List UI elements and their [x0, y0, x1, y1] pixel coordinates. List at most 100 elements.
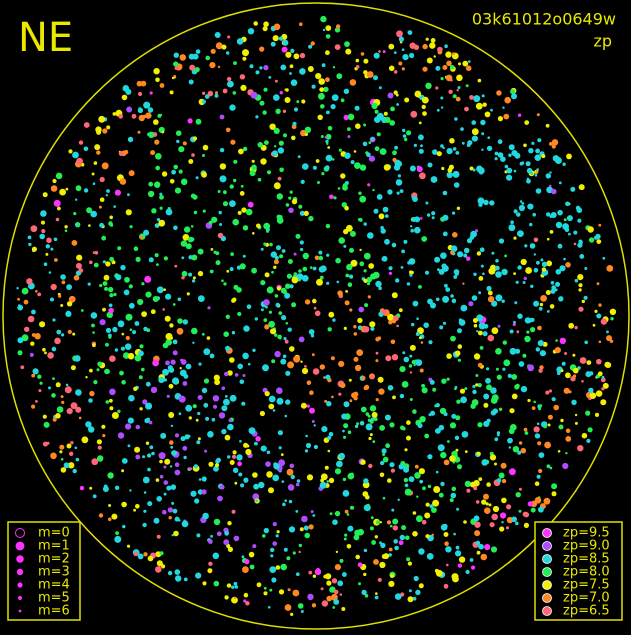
star	[546, 464, 551, 469]
star	[219, 223, 223, 226]
star	[466, 488, 471, 493]
star	[284, 292, 291, 299]
star	[259, 46, 265, 52]
star	[66, 284, 72, 290]
star	[419, 368, 424, 373]
star	[284, 88, 287, 91]
star	[137, 298, 144, 306]
star	[17, 337, 24, 344]
star	[108, 307, 114, 314]
star	[525, 267, 532, 274]
star	[139, 235, 144, 240]
star	[530, 327, 536, 333]
star	[408, 589, 412, 593]
star	[370, 326, 375, 331]
star	[537, 340, 544, 347]
star	[245, 601, 250, 606]
star	[257, 142, 264, 148]
star	[342, 572, 347, 577]
star	[247, 28, 255, 35]
star	[243, 599, 247, 603]
star	[396, 103, 399, 106]
star	[120, 264, 126, 271]
star	[368, 263, 375, 269]
star	[360, 459, 366, 465]
star	[359, 420, 365, 426]
star	[289, 463, 295, 469]
star	[78, 268, 84, 273]
star	[429, 42, 436, 49]
star	[465, 65, 472, 71]
star	[174, 462, 180, 468]
star	[53, 199, 61, 207]
star	[119, 370, 124, 376]
star	[308, 44, 313, 49]
star	[239, 263, 246, 270]
star	[263, 591, 268, 596]
star	[306, 380, 312, 386]
star	[63, 462, 70, 469]
star	[172, 377, 179, 385]
star	[278, 589, 285, 595]
star	[379, 425, 385, 431]
star	[466, 238, 473, 244]
star	[91, 323, 95, 328]
star	[188, 53, 195, 60]
star	[213, 374, 220, 381]
star	[293, 355, 301, 363]
star	[277, 430, 283, 436]
star	[380, 542, 386, 549]
star	[127, 444, 131, 448]
star	[271, 270, 274, 274]
star	[446, 353, 452, 359]
star	[102, 260, 106, 264]
star	[260, 247, 264, 251]
magnitude-symbol	[18, 596, 22, 600]
star	[91, 458, 99, 466]
star	[140, 80, 147, 87]
star	[401, 525, 407, 531]
star	[311, 603, 317, 608]
star	[373, 208, 379, 214]
star	[481, 132, 485, 136]
star	[313, 444, 318, 450]
star	[427, 454, 433, 460]
star	[174, 433, 180, 438]
star	[291, 198, 298, 205]
star	[565, 452, 568, 455]
star	[517, 265, 522, 270]
star	[509, 408, 515, 414]
star	[55, 382, 61, 388]
star	[560, 418, 564, 423]
star	[181, 520, 189, 528]
star	[557, 243, 563, 249]
star	[363, 548, 368, 553]
star	[504, 96, 512, 104]
star	[240, 483, 245, 488]
star	[389, 120, 396, 126]
star	[254, 441, 258, 446]
star	[559, 265, 566, 272]
star	[201, 387, 208, 394]
star	[165, 360, 170, 366]
star	[128, 302, 135, 309]
star	[501, 478, 507, 484]
star	[333, 196, 337, 200]
star	[342, 477, 347, 482]
star	[242, 254, 246, 258]
star	[538, 368, 543, 373]
star	[494, 437, 499, 442]
star	[150, 386, 158, 394]
star	[568, 232, 571, 236]
star	[363, 222, 367, 226]
star	[163, 256, 168, 261]
star	[480, 264, 484, 268]
star	[523, 522, 530, 529]
star	[265, 461, 271, 467]
star	[232, 91, 237, 95]
star	[496, 478, 502, 483]
star	[224, 371, 229, 377]
star	[419, 217, 423, 220]
star	[539, 302, 544, 307]
star	[477, 197, 485, 205]
